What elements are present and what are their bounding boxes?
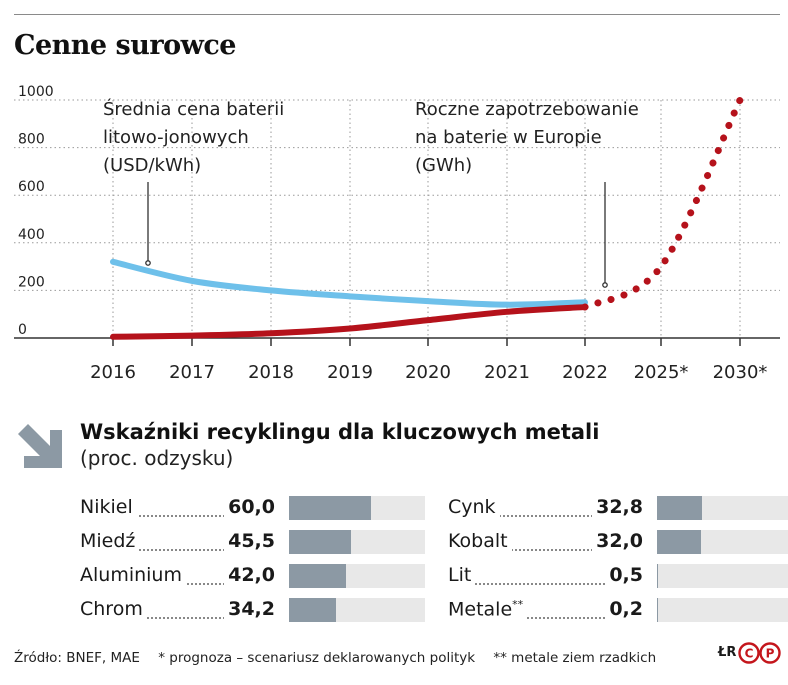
metal-row: Chrom 34,2 — [80, 596, 425, 630]
top-rule — [14, 14, 780, 15]
y-tick-label: 1000 — [18, 84, 54, 100]
arrow-down-right-icon — [18, 424, 62, 468]
metal-list-left: Nikiel 60,0 Miedź 45,5 Aluminium 42,0 Chrom 34,… — [80, 494, 425, 630]
metal-name: Nikiel — [80, 496, 137, 518]
metal-value: 0,2 — [605, 598, 643, 620]
metal-name: Aluminium — [80, 564, 186, 586]
metal-name: Kobalt — [448, 530, 512, 552]
x-tick-label: 2017 — [169, 362, 215, 383]
metal-value: 32,8 — [592, 496, 643, 518]
recycling-bar-track — [289, 598, 425, 622]
metal-row: Lit 0,5 — [448, 562, 788, 596]
x-tick-label: 2020 — [405, 362, 451, 383]
dotted-leader — [84, 617, 273, 619]
metal-value: 32,0 — [592, 530, 643, 552]
recycling-bar-track — [657, 496, 788, 520]
dotted-leader — [84, 549, 273, 551]
recycling-bar-track — [289, 496, 425, 520]
demand-annotation: na baterie w Europie — [415, 127, 602, 148]
y-tick-label: 800 — [18, 132, 45, 148]
recycling-heading: Wskaźniki recyklingu dla kluczowych meta… — [80, 420, 599, 470]
recycling-bar — [289, 598, 336, 622]
metal-name: Cynk — [448, 496, 500, 518]
metal-list-right: Cynk 32,8 Kobalt 32,0 Lit 0,5 Metale** 0,2 — [448, 494, 788, 630]
recycling-bar-track — [657, 564, 788, 588]
metal-row: Cynk 32,8 — [448, 494, 788, 528]
svg-text:P: P — [766, 647, 775, 661]
metal-row: Miedź 45,5 — [80, 528, 425, 562]
price-annotation: (USD/kWh) — [103, 155, 201, 176]
metal-name: Lit — [448, 564, 476, 586]
x-tick-label: 2022 — [562, 362, 608, 383]
recycling-title: Wskaźniki recyklingu dla kluczowych meta… — [80, 420, 600, 444]
dotted-leader — [452, 617, 641, 619]
x-tick-label: 2016 — [90, 362, 136, 383]
dotted-leader — [452, 549, 641, 551]
dotted-leader — [84, 515, 273, 517]
publisher-logo: C P — [738, 642, 781, 664]
svg-text:C: C — [745, 647, 754, 661]
x-tick-label: 2021 — [484, 362, 530, 383]
source-text: Źródło: BNEF, MAE — [14, 650, 140, 666]
x-tick-label: 2025* — [634, 362, 689, 383]
recycling-bar-track — [657, 530, 788, 554]
metal-value: 60,0 — [224, 496, 275, 518]
x-tick-label: 2019 — [327, 362, 373, 383]
source-note: Źródło: BNEF, MAE * prognoza – scenarius… — [14, 650, 670, 666]
forecast-note: * prognoza – scenariusz deklarowanych po… — [158, 650, 476, 666]
metal-value: 45,5 — [224, 530, 275, 552]
price-annotation: Średnia cena baterii — [103, 98, 284, 120]
metal-row: Aluminium 42,0 — [80, 562, 425, 596]
metal-value: 34,2 — [224, 598, 275, 620]
metal-name: Chrom — [80, 598, 147, 620]
recycling-subtitle: (proc. odzysku) — [80, 446, 234, 470]
recycling-bar — [657, 496, 702, 520]
y-tick-label: 0 — [18, 322, 27, 338]
metal-value: 0,5 — [605, 564, 643, 586]
demand-line — [110, 304, 588, 340]
dotted-leader — [452, 583, 641, 585]
x-tick-label: 2030* — [713, 362, 768, 383]
demand-forecast-line — [581, 96, 744, 311]
recycling-bar — [657, 530, 701, 554]
demand-annotation: (GWh) — [415, 155, 472, 176]
metal-row: Kobalt 32,0 — [448, 528, 788, 562]
recycling-bar-track — [289, 564, 425, 588]
y-tick-label: 200 — [18, 274, 45, 290]
metal-row: Nikiel 60,0 — [80, 494, 425, 528]
demand-annotation: Roczne zapotrzebowanie — [415, 99, 639, 120]
metal-name: Metale** — [448, 598, 528, 621]
price-annotation: litowo-jonowych — [103, 127, 249, 148]
price-line — [110, 258, 588, 308]
metal-name: Miedź — [80, 530, 140, 552]
line-chart: 0 200 400 600 800 1000 2016 2017 2018 2019 2020 202… — [14, 84, 780, 383]
demand-leader-dot — [602, 282, 608, 288]
footnote-mark: ** — [512, 598, 524, 611]
y-tick-label: 600 — [18, 179, 45, 195]
rare-earth-note: ** metale ziem rzadkich — [493, 650, 657, 666]
recycling-bar — [657, 564, 659, 588]
y-tick-label: 400 — [18, 227, 45, 243]
chart-title: Cenne surowce — [14, 30, 236, 61]
author-initials: ŁR — [718, 645, 737, 660]
recycling-bar — [289, 496, 371, 520]
price-leader-dot — [145, 260, 151, 266]
metal-row: Metale** 0,2 — [448, 596, 788, 630]
recycling-bar — [657, 598, 659, 622]
metal-value: 42,0 — [224, 564, 275, 586]
x-tick-label: 2018 — [248, 362, 294, 383]
recycling-bar-track — [289, 530, 425, 554]
recycling-bar — [289, 530, 351, 554]
recycling-bar — [289, 564, 347, 588]
dotted-leader — [452, 515, 641, 517]
recycling-bar-track — [657, 598, 788, 622]
